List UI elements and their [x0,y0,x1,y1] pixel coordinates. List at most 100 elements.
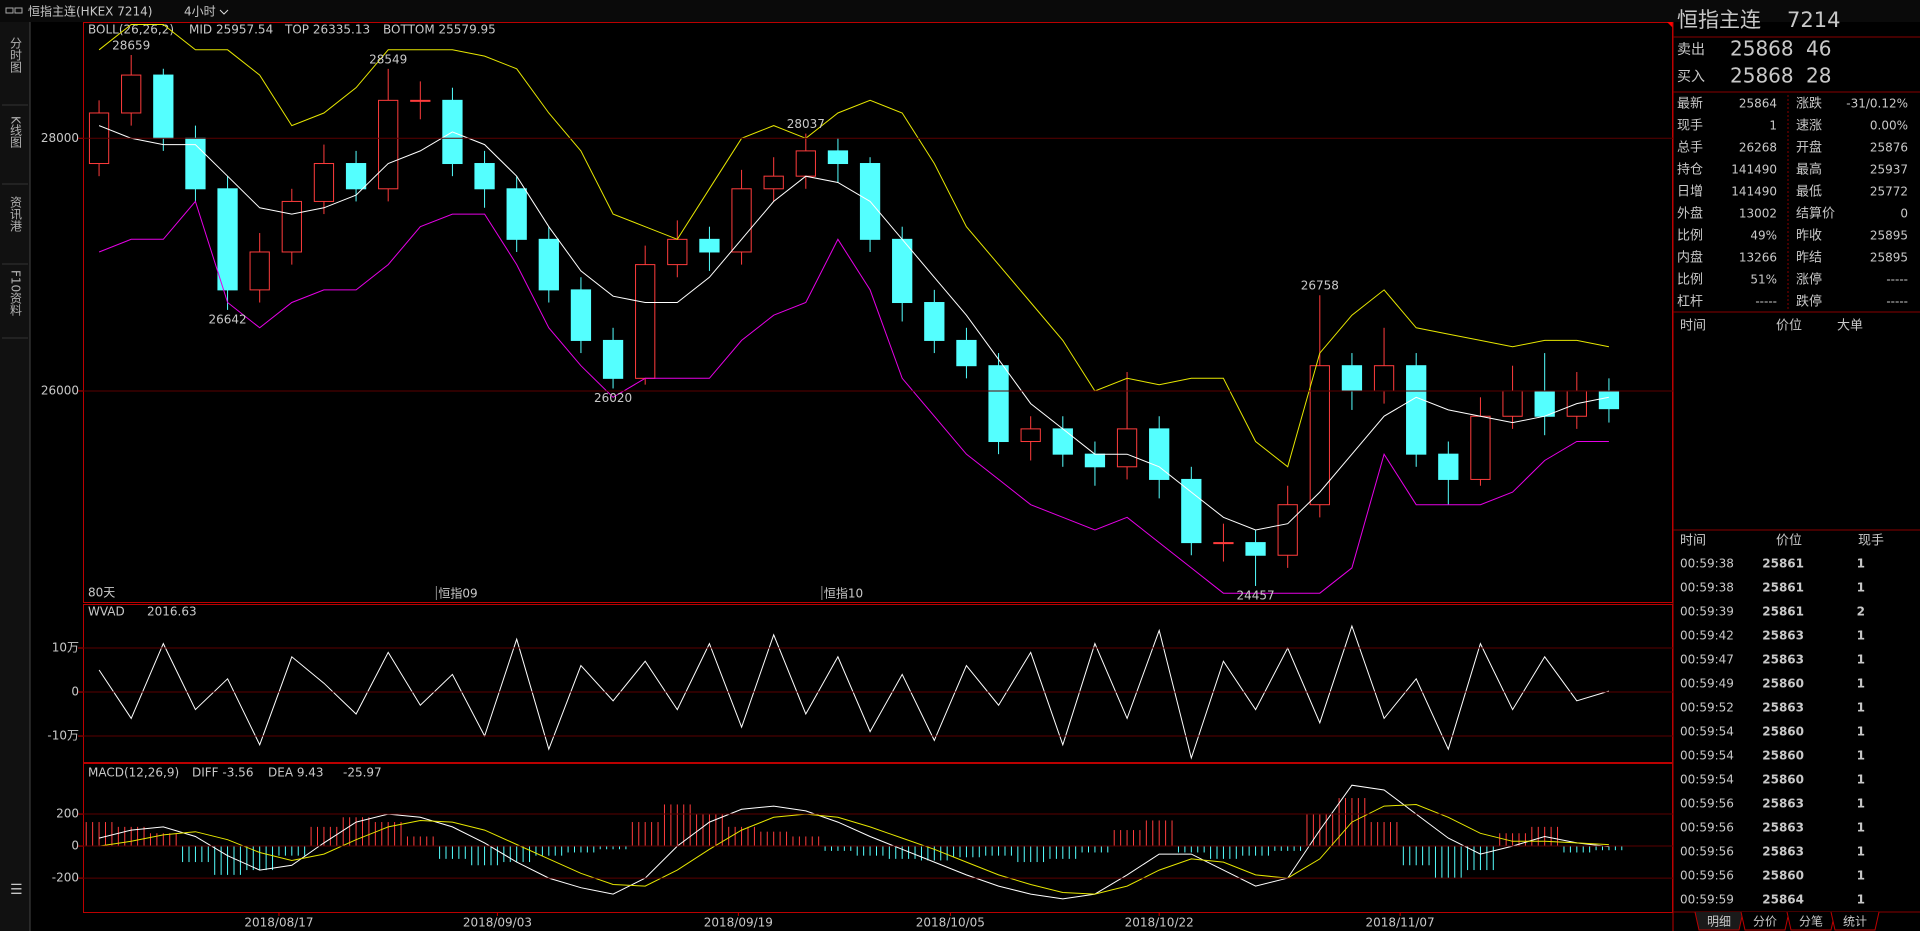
trade-price: 25860 [1762,773,1804,787]
stat-label: 昨结 [1796,251,1822,266]
plot-area [98,624,1610,760]
trade-qty: 1 [1857,653,1865,667]
sidebar-tab[interactable]: K线图 [9,116,23,148]
legend-entry: BOTTOM 25579.95 [383,23,496,37]
trade-time: 00:59:54 [1680,725,1734,739]
stat-value: 25772 [1870,185,1908,199]
stat-label: 现手 [1677,119,1703,134]
y-tick-label: 0 [71,839,79,853]
trade-time: 00:59:54 [1680,749,1734,763]
x-tick-label: 2018/08/17 [244,916,313,930]
extreme-label: 26642 [208,312,246,326]
candle-body [121,74,142,114]
extreme-label: 26020 [594,391,632,405]
candle-body [1341,365,1363,392]
stat-value: 25876 [1870,141,1908,155]
trade-qty: 1 [1857,557,1865,571]
candle-body [185,137,206,190]
column-header: 价位 [1776,534,1802,549]
trade-time: 00:59:56 [1680,845,1734,859]
candle-body [570,289,592,341]
candle-body [1438,453,1459,480]
stat-value: 25895 [1870,251,1908,265]
macd-title: MACD(12,26,9) [88,766,179,780]
x-tick-label: 2018/10/22 [1125,916,1194,930]
trade-time: 00:59:38 [1680,557,1734,571]
tab-shape [1740,911,1790,931]
trade-time: 00:59:49 [1680,677,1734,691]
candle-body [1084,453,1106,468]
macd-line [99,803,1609,895]
sidebar-tab[interactable]: F10资料 [9,270,23,316]
period-selector[interactable]: 4小时 [184,5,216,19]
candle-body [1116,428,1138,468]
stat-value: 1 [1769,119,1777,133]
candle-body [988,365,1009,443]
tab-shape [1830,911,1880,931]
candle-body [924,302,945,341]
trade-price: 25863 [1762,701,1804,715]
symbol-title[interactable]: 恒指主连(HKEX 7214) [28,4,152,19]
bottom-tab[interactable]: 分价 [1753,915,1777,929]
trade-qty: 1 [1857,725,1865,739]
stat-label: 外盘 [1677,206,1703,222]
sidebar-tab[interactable]: 资讯港 [9,196,23,232]
trade-price: 25861 [1762,605,1804,619]
trade-qty: 1 [1857,677,1865,691]
candle-body [345,163,367,190]
candle-body [1502,390,1523,417]
bottom-tab[interactable]: 明细 [1707,915,1731,929]
quote-dividers [1673,36,1920,531]
contract-label: 恒指10 [824,586,863,601]
quote-label: 买入 [1677,69,1705,85]
trade-qty: 1 [1857,821,1865,835]
bottom-tab[interactable]: 统计 [1843,915,1867,929]
candle-body [1373,365,1395,392]
candle-body [410,99,431,102]
trade-price: 25863 [1762,845,1804,859]
trade-price: 25863 [1762,797,1804,811]
extreme-label: 24457 [1236,588,1274,602]
candle-body [667,238,688,266]
boll-line [98,24,1609,468]
bottom-tab[interactable]: 分笔 [1799,914,1823,929]
macd-line [98,784,1609,900]
trade-time: 00:59:54 [1680,773,1734,787]
stat-label: 日增 [1677,185,1703,200]
quote-price: 25868 [1730,64,1794,88]
trade-price: 25860 [1762,677,1804,691]
stat-value: 25864 [1739,97,1777,111]
column-header: 大单 [1837,319,1863,334]
sidebar [0,22,30,931]
candle-body [1213,542,1234,545]
sidebar-tab[interactable]: 分时图 [9,37,23,73]
trade-price: 25861 [1762,581,1804,595]
trade-qty: 1 [1857,845,1865,859]
x-tick-label: 2018/09/03 [463,916,532,930]
stat-label: 涨停 [1796,272,1822,288]
column-header: 现手 [1858,534,1884,549]
stat-value: ----- [1886,295,1908,309]
trade-time: 00:59:52 [1680,701,1734,715]
candle-body [1149,428,1170,480]
stat-value: 49% [1750,229,1777,243]
trade-qty: 1 [1857,581,1865,595]
stat-label: 总手 [1677,141,1703,156]
extreme-label: 26758 [1301,279,1339,293]
wvad-value: 2016.63 [147,605,197,619]
candle-body [956,339,977,367]
column-header: 时间 [1680,534,1706,549]
quote-qty: 28 [1806,64,1831,88]
candle-body [249,251,270,291]
candle-body [1277,504,1298,556]
trade-time: 00:59:56 [1680,869,1734,883]
trade-qty: 1 [1857,893,1865,907]
trade-qty: 1 [1857,749,1865,763]
trade-qty: 1 [1857,629,1865,643]
stat-label: 杠杆 [1677,294,1703,310]
wvad-title: WVAD [88,605,125,619]
menu-icon: ☰ [10,882,23,898]
stat-label: 开盘 [1796,140,1822,156]
